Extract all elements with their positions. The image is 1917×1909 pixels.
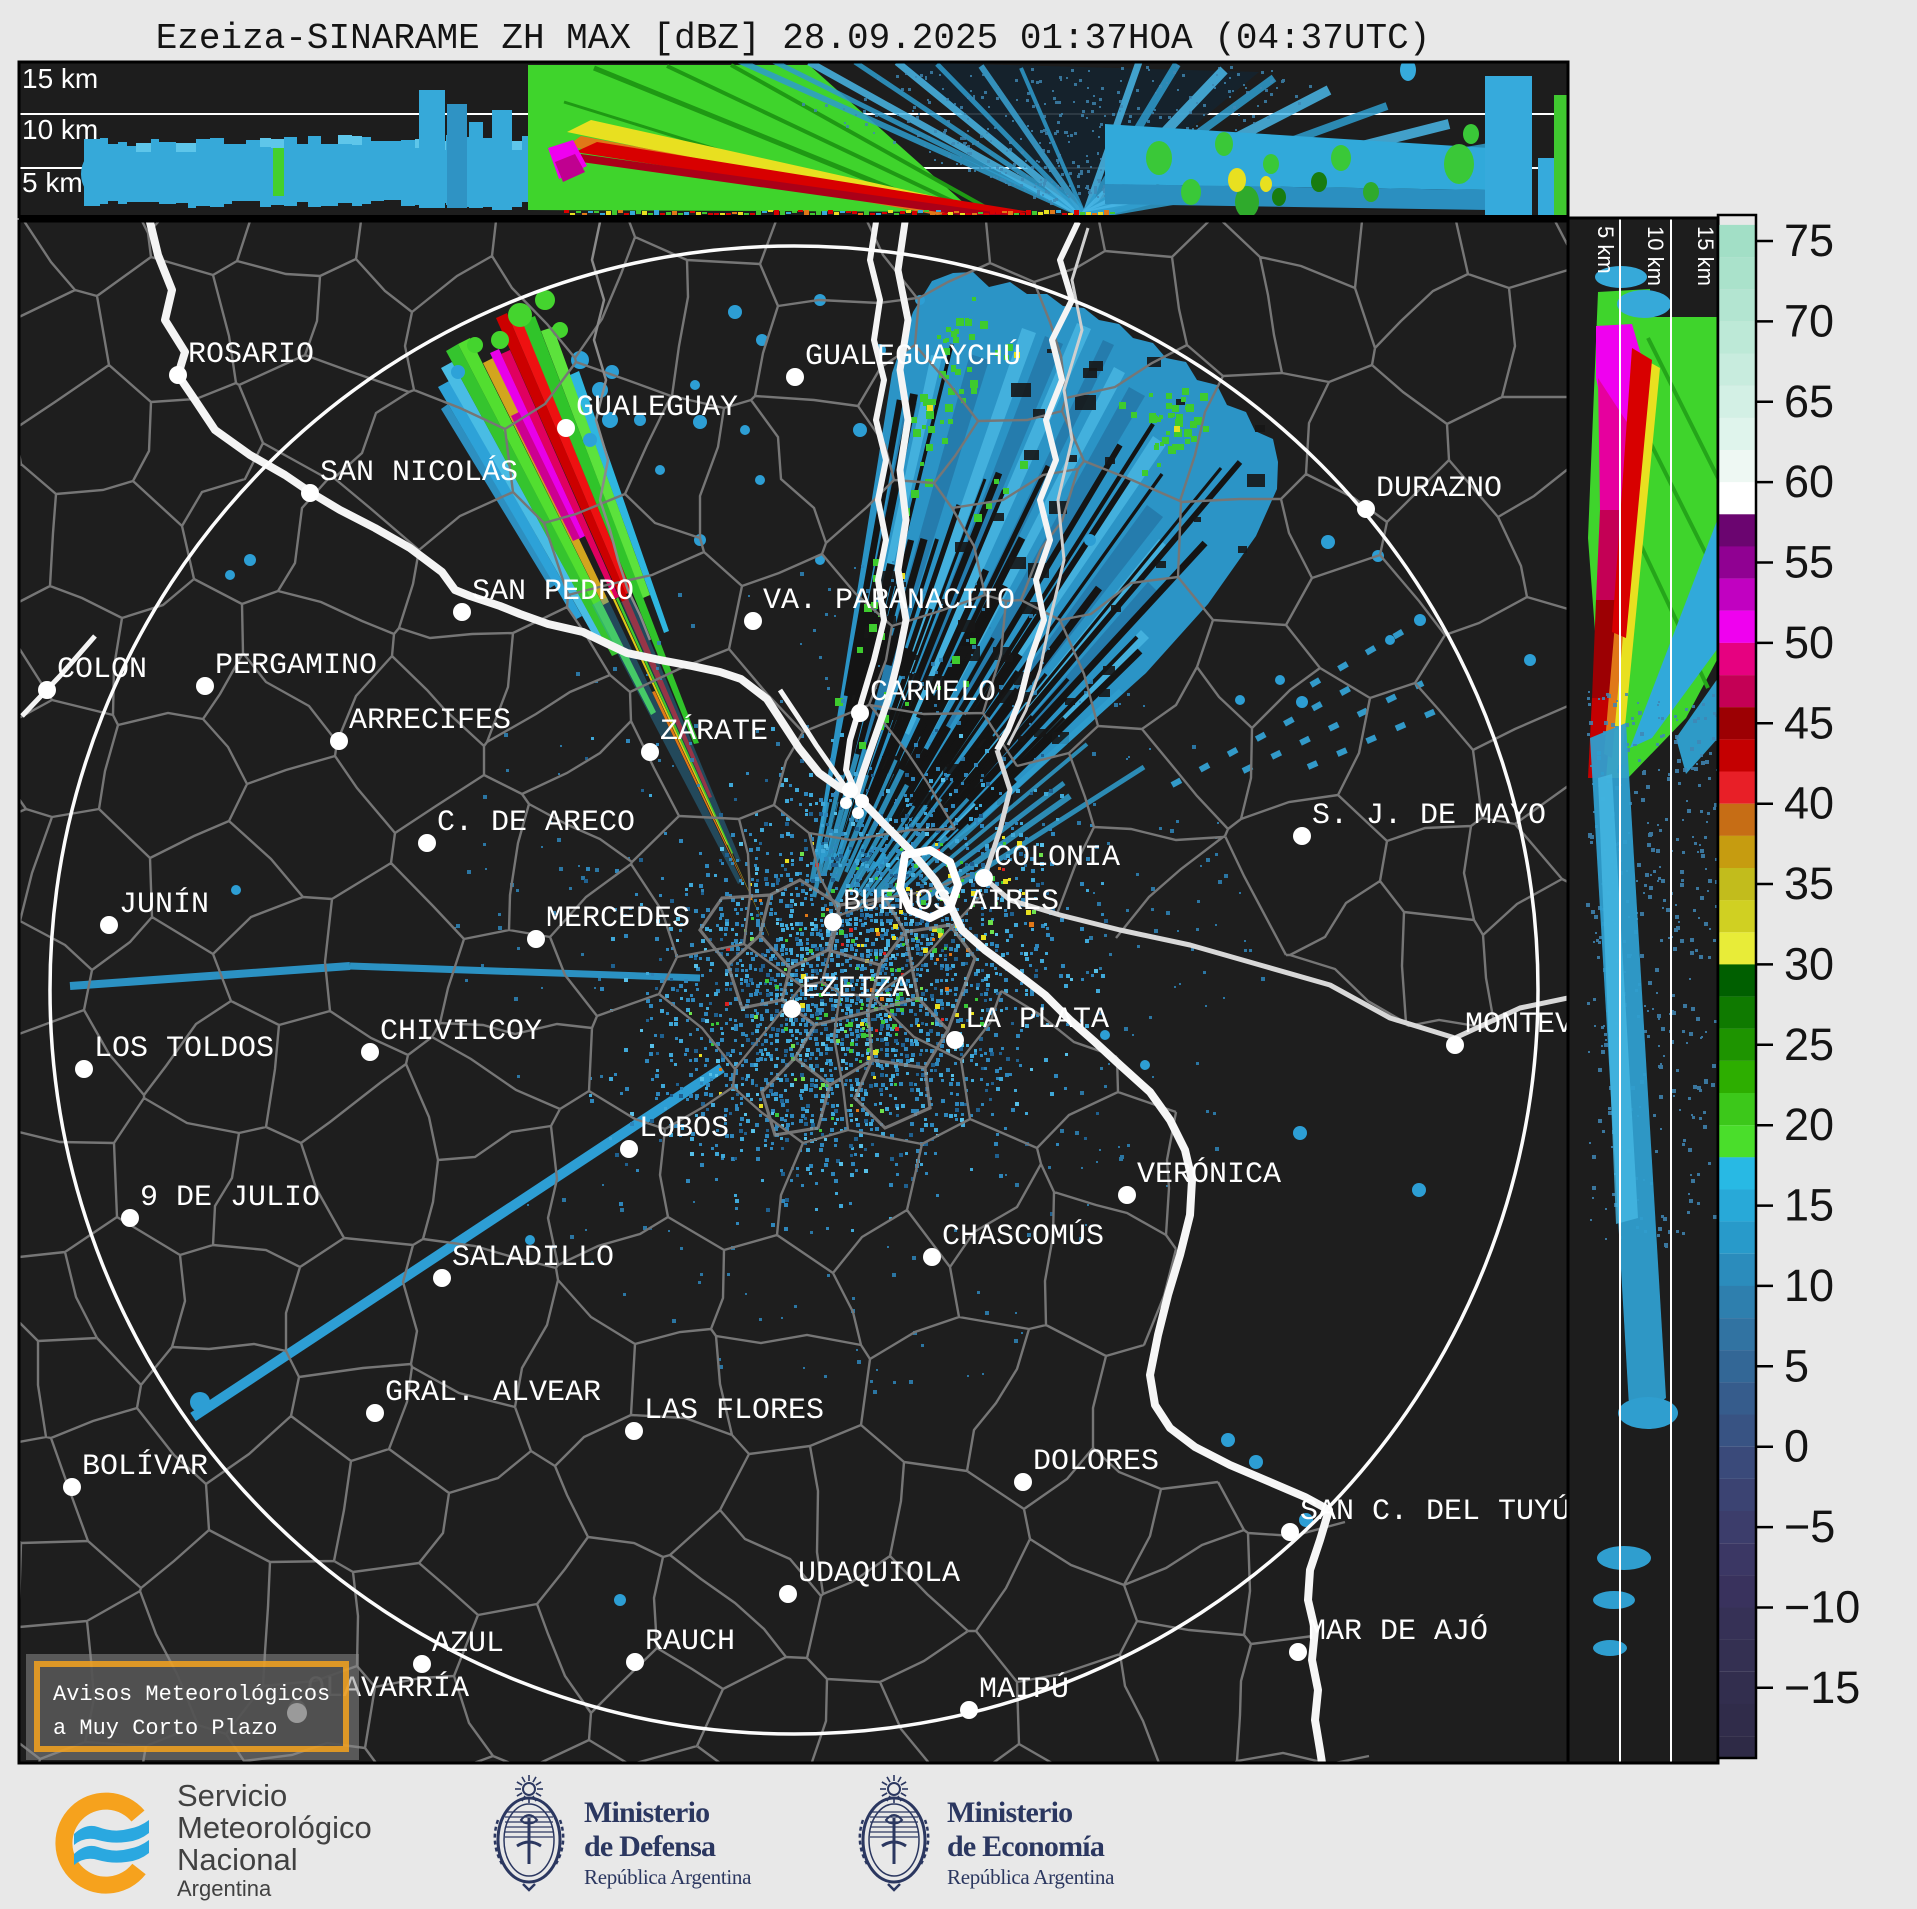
svg-text:15 km: 15 km bbox=[22, 63, 98, 94]
svg-text:República Argentina: República Argentina bbox=[947, 1865, 1115, 1889]
svg-text:35: 35 bbox=[1784, 858, 1834, 909]
svg-text:C. DE ARECO: C. DE ARECO bbox=[437, 806, 635, 840]
svg-text:CHASCOMÚS: CHASCOMÚS bbox=[942, 1219, 1104, 1254]
svg-text:CARMELO: CARMELO bbox=[870, 676, 996, 710]
svg-text:15 km: 15 km bbox=[1693, 226, 1718, 286]
svg-text:−15: −15 bbox=[1784, 1662, 1860, 1713]
svg-text:LAS FLORES: LAS FLORES bbox=[644, 1394, 824, 1428]
svg-text:70: 70 bbox=[1784, 295, 1834, 346]
svg-text:VERÓNICA: VERÓNICA bbox=[1137, 1157, 1281, 1192]
svg-text:SAN NICOLÁS: SAN NICOLÁS bbox=[320, 455, 518, 490]
svg-text:LOBOS: LOBOS bbox=[639, 1112, 729, 1146]
svg-text:de Economía: de Economía bbox=[947, 1830, 1105, 1863]
svg-text:SAN C. DEL TUYÚ: SAN C. DEL TUYÚ bbox=[1300, 1494, 1570, 1529]
svg-text:a Muy Corto Plazo: a Muy Corto Plazo bbox=[53, 1716, 277, 1741]
svg-text:SALADILLO: SALADILLO bbox=[452, 1241, 614, 1275]
svg-text:10 km: 10 km bbox=[22, 114, 98, 145]
svg-text:5 km: 5 km bbox=[1593, 226, 1618, 274]
svg-text:Servicio: Servicio bbox=[177, 1778, 287, 1813]
svg-text:LOS TOLDOS: LOS TOLDOS bbox=[94, 1032, 274, 1066]
svg-text:COLON: COLON bbox=[57, 653, 147, 687]
svg-text:MAIPÚ: MAIPÚ bbox=[979, 1672, 1069, 1707]
svg-text:COLONIA: COLONIA bbox=[994, 841, 1120, 875]
svg-text:20: 20 bbox=[1784, 1099, 1834, 1150]
svg-text:CHIVILCOY: CHIVILCOY bbox=[380, 1015, 542, 1049]
svg-text:Ezeiza-SINARAME ZH MAX [dBZ] 2: Ezeiza-SINARAME ZH MAX [dBZ] 28.09.2025 … bbox=[156, 18, 1431, 59]
svg-text:Argentina: Argentina bbox=[177, 1876, 272, 1901]
svg-text:15: 15 bbox=[1784, 1180, 1834, 1231]
svg-text:Ministerio: Ministerio bbox=[584, 1796, 709, 1829]
svg-text:JUNÍN: JUNÍN bbox=[119, 887, 209, 922]
svg-text:Meteorológico: Meteorológico bbox=[177, 1810, 372, 1845]
svg-text:ROSARIO: ROSARIO bbox=[188, 338, 314, 372]
svg-text:5 km: 5 km bbox=[22, 167, 83, 198]
svg-text:EZEIZA: EZEIZA bbox=[802, 972, 910, 1006]
svg-text:UDAQUIOLA: UDAQUIOLA bbox=[798, 1557, 960, 1591]
svg-text:BOLÍVAR: BOLÍVAR bbox=[82, 1449, 208, 1484]
svg-text:GUALEGUAYCHÚ: GUALEGUAYCHÚ bbox=[805, 339, 1021, 374]
svg-text:MONTEVIDEO: MONTEVIDEO bbox=[1465, 1008, 1645, 1042]
svg-text:Avisos Meteorológicos: Avisos Meteorológicos bbox=[53, 1682, 330, 1707]
svg-text:PERGAMINO: PERGAMINO bbox=[215, 649, 377, 683]
svg-text:−10: −10 bbox=[1784, 1582, 1860, 1633]
svg-text:−5: −5 bbox=[1784, 1501, 1835, 1552]
svg-text:S. J. DE MAYO: S. J. DE MAYO bbox=[1312, 799, 1546, 833]
svg-text:10 km: 10 km bbox=[1643, 226, 1668, 286]
svg-text:AZUL: AZUL bbox=[432, 1627, 504, 1661]
svg-text:55: 55 bbox=[1784, 537, 1834, 588]
svg-text:LA PLATA: LA PLATA bbox=[965, 1003, 1109, 1037]
svg-text:9 DE JULIO: 9 DE JULIO bbox=[140, 1181, 320, 1215]
svg-text:0: 0 bbox=[1784, 1421, 1809, 1472]
svg-text:BUENOS AIRES: BUENOS AIRES bbox=[843, 885, 1059, 919]
svg-text:VA. PARANACITO: VA. PARANACITO bbox=[763, 584, 1015, 618]
svg-text:SAN PEDRO: SAN PEDRO bbox=[472, 575, 634, 609]
svg-text:DOLORES: DOLORES bbox=[1033, 1445, 1159, 1479]
svg-text:60: 60 bbox=[1784, 456, 1834, 507]
svg-text:25: 25 bbox=[1784, 1019, 1834, 1070]
svg-text:ZÁRATE: ZÁRATE bbox=[660, 714, 768, 749]
svg-text:65: 65 bbox=[1784, 376, 1834, 427]
svg-text:ARRECIFES: ARRECIFES bbox=[349, 704, 511, 738]
svg-text:GRAL. ALVEAR: GRAL. ALVEAR bbox=[385, 1376, 601, 1410]
svg-text:75: 75 bbox=[1784, 215, 1834, 266]
svg-text:República Argentina: República Argentina bbox=[584, 1865, 752, 1889]
svg-text:DURAZNO: DURAZNO bbox=[1376, 472, 1502, 506]
svg-text:40: 40 bbox=[1784, 778, 1834, 829]
svg-text:RAUCH: RAUCH bbox=[645, 1625, 735, 1659]
svg-text:5: 5 bbox=[1784, 1340, 1809, 1391]
svg-text:Nacional: Nacional bbox=[177, 1842, 298, 1877]
svg-text:GUALEGUAY: GUALEGUAY bbox=[576, 391, 738, 425]
svg-text:30: 30 bbox=[1784, 938, 1834, 989]
svg-text:de Defensa: de Defensa bbox=[584, 1830, 716, 1863]
svg-text:45: 45 bbox=[1784, 697, 1834, 748]
svg-text:MERCEDES: MERCEDES bbox=[546, 902, 690, 936]
svg-text:10: 10 bbox=[1784, 1260, 1834, 1311]
svg-text:Ministerio: Ministerio bbox=[947, 1796, 1072, 1829]
svg-text:50: 50 bbox=[1784, 617, 1834, 668]
svg-text:MAR DE AJÓ: MAR DE AJÓ bbox=[1308, 1614, 1488, 1649]
